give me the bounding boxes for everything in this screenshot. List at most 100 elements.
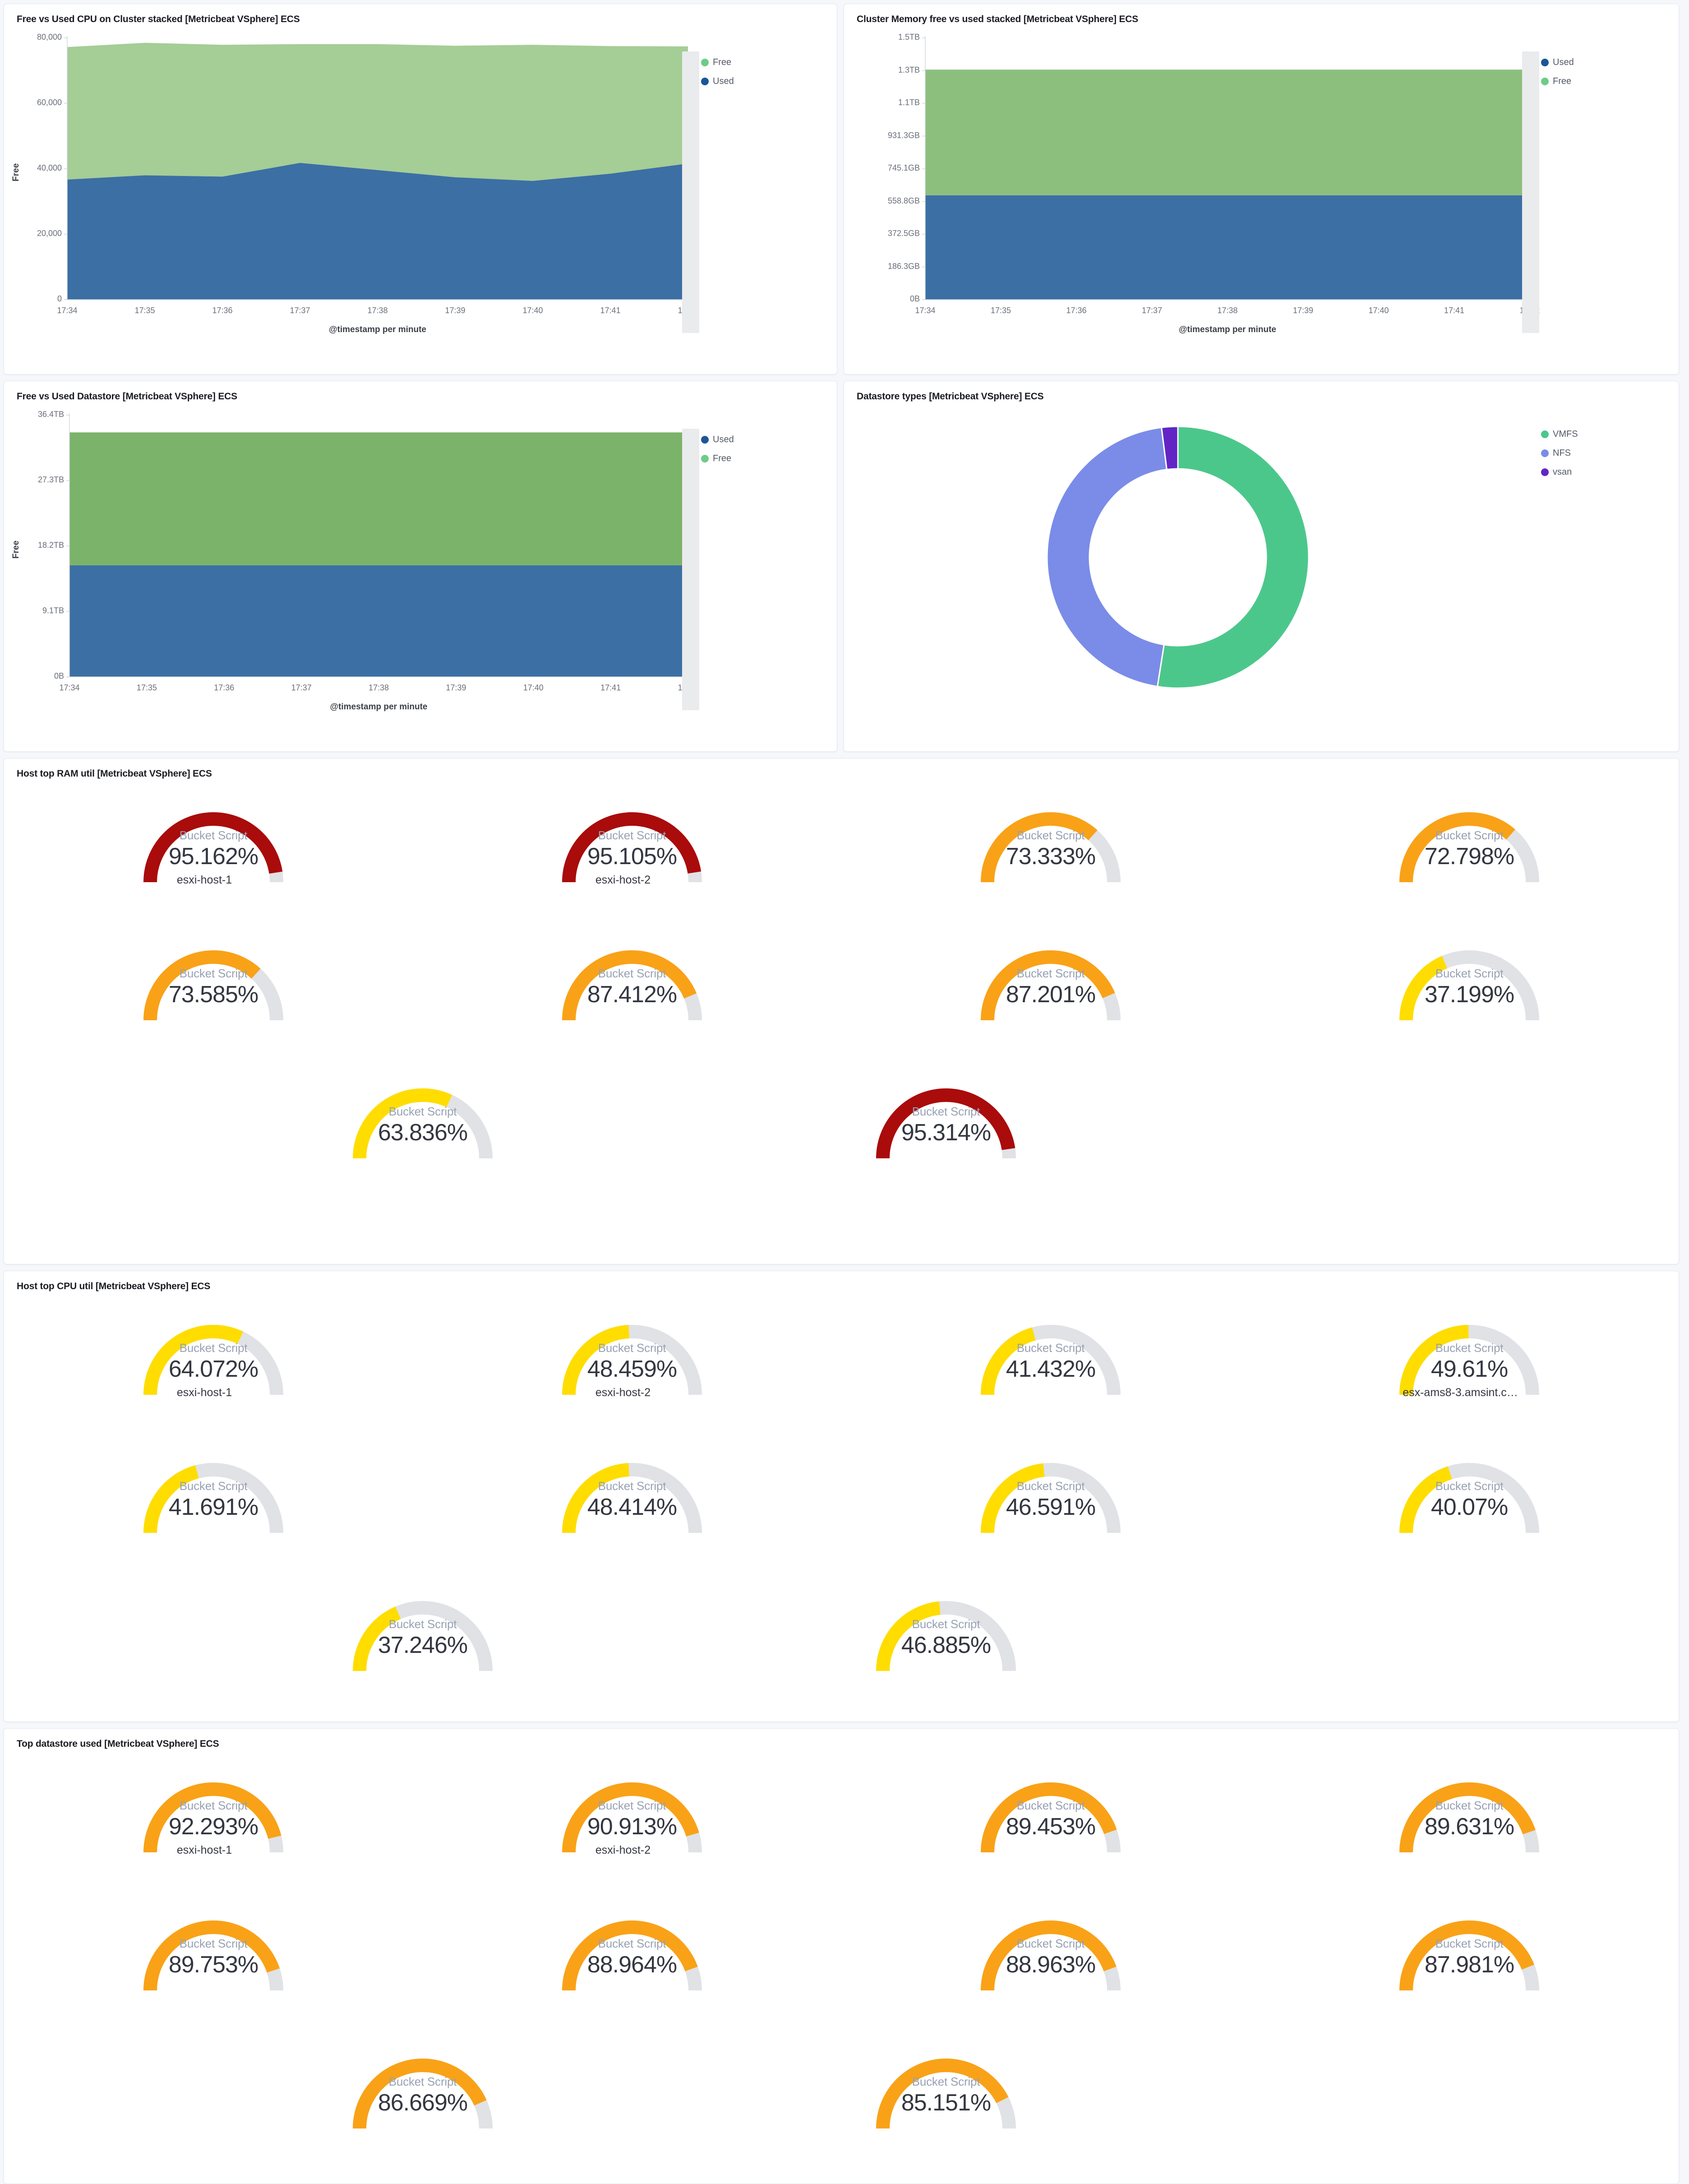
gauge-arc[interactable]: Bucket Script 40.07% xyxy=(1386,1440,1553,1540)
legend-scrollbar[interactable] xyxy=(682,429,699,711)
gauge-cell[interactable]: Bucket Script 87.201% xyxy=(841,928,1260,1066)
y-axis-title: Free xyxy=(11,163,21,182)
legend-item-used[interactable]: Used xyxy=(1541,58,1574,67)
panel-datastore-types[interactable]: Datastore types [Metricbeat VSphere] ECS… xyxy=(844,381,1679,752)
gauge-cell[interactable]: Bucket Script 48.459% esxi-host-2 xyxy=(423,1302,841,1440)
gauge-cell[interactable]: Bucket Script 89.753% xyxy=(4,1898,423,2036)
x-axis-tick-label: 17:39 xyxy=(445,306,466,315)
gauge-cell[interactable]: Bucket Script 85.151% xyxy=(632,2036,1260,2174)
panel-cluster-memory[interactable]: Cluster Memory free vs used stacked [Met… xyxy=(844,4,1679,375)
gauge-cell[interactable]: Bucket Script 48.414% xyxy=(423,1440,841,1578)
gauge-arc[interactable]: Bucket Script 87.412% xyxy=(549,928,715,1027)
gauge-cell[interactable]: Bucket Script 89.631% xyxy=(1260,1760,1679,1898)
gauge-arc[interactable]: Bucket Script 88.964% xyxy=(549,1898,715,1997)
area-chart-datastore[interactable]: 0B 9.1TB 18.2TB 27.3TB 36.4TB 17:34 17:35 17:36… xyxy=(4,402,837,726)
gauge-arc[interactable]: Bucket Script 48.459% esxi-host-2 xyxy=(549,1302,715,1402)
y-axis-tick-label: 186.3GB xyxy=(887,261,920,271)
chart-legend: Used Free xyxy=(1541,58,1574,86)
legend-item-vsan[interactable]: vsan xyxy=(1541,467,1578,477)
panel-top-datastore-used[interactable]: Top datastore used [Metricbeat VSphere] … xyxy=(4,1728,1679,2184)
gauge-arc[interactable]: Bucket Script 95.314% xyxy=(863,1066,1029,1165)
gauge-cell[interactable]: Bucket Script 49.61% esx-ams8-3.amsint.c… xyxy=(1260,1302,1679,1440)
legend-item-free[interactable]: Free xyxy=(1541,77,1574,86)
gauge-arc[interactable]: Bucket Script 41.432% xyxy=(967,1302,1134,1402)
legend-scrollbar[interactable] xyxy=(1522,51,1539,333)
legend-item-free[interactable]: Free xyxy=(701,454,734,463)
gauge-cell[interactable]: Bucket Script 86.669% xyxy=(213,2036,632,2174)
gauge-cell[interactable]: Bucket Script 46.591% xyxy=(841,1440,1260,1578)
gauge-cell[interactable]: Bucket Script 90.913% esxi-host-2 xyxy=(423,1760,841,1898)
panel-host-top-cpu-util[interactable]: Host top CPU util [Metricbeat VSphere] E… xyxy=(4,1271,1679,1722)
gauge-cell[interactable]: Bucket Script 64.072% esxi-host-1 xyxy=(4,1302,423,1440)
y-axis-tick-label: 60,000 xyxy=(37,98,62,107)
gauge-cell[interactable]: Bucket Script 95.162% esxi-host-1 xyxy=(4,790,423,928)
x-axis-tick-label: 17:37 xyxy=(1141,306,1163,315)
gauge-cell[interactable]: Bucket Script 72.798% xyxy=(1260,790,1679,928)
area-chart-cpu-cluster[interactable]: 0 20,000 40,000 60,000 80,000 17:34 17:35 17:36… xyxy=(4,24,837,349)
gauge-arc[interactable]: Bucket Script 89.753% xyxy=(130,1898,297,1997)
gauge-cell[interactable]: Bucket Script 41.432% xyxy=(841,1302,1260,1440)
gauge-arc[interactable]: Bucket Script 41.691% xyxy=(130,1440,297,1540)
legend-scrollbar[interactable] xyxy=(682,51,699,333)
gauge-cell[interactable]: Bucket Script 87.981% xyxy=(1260,1898,1679,2036)
legend-item-vmfs[interactable]: VMFS xyxy=(1541,430,1578,439)
gauge-cell[interactable]: Bucket Script 92.293% esxi-host-1 xyxy=(4,1760,423,1898)
gauge-cell[interactable]: Bucket Script 73.585% xyxy=(4,928,423,1066)
panel-host-top-ram-util[interactable]: Host top RAM util [Metricbeat VSphere] E… xyxy=(4,758,1679,1264)
gauge-arc[interactable]: Bucket Script 95.162% esxi-host-1 xyxy=(130,790,297,889)
gauge-arc[interactable]: Bucket Script 46.591% xyxy=(967,1440,1134,1540)
legend-item-nfs[interactable]: NFS xyxy=(1541,449,1578,458)
gauge-arc[interactable]: Bucket Script 37.199% xyxy=(1386,928,1553,1027)
gauge-cell[interactable]: Bucket Script 41.691% xyxy=(4,1440,423,1578)
chart-legend: Used Free xyxy=(701,435,734,463)
gauge-arc[interactable]: Bucket Script 85.151% xyxy=(863,2036,1029,2135)
gauge-arc[interactable]: Bucket Script 64.072% esxi-host-1 xyxy=(130,1302,297,1402)
gauge-cell[interactable]: Bucket Script 46.885% xyxy=(632,1578,1260,1717)
legend-color-dot xyxy=(1541,430,1549,438)
gauge-cell[interactable]: Bucket Script 63.836% xyxy=(213,1066,632,1204)
donut-chart-datastore-types[interactable]: VMFS NFS vsan xyxy=(844,402,1679,726)
gauge-arc[interactable]: Bucket Script 95.105% esxi-host-2 xyxy=(549,790,715,889)
y-axis-tick-label: 80,000 xyxy=(37,32,62,42)
gauge-cell[interactable]: Bucket Script 88.963% xyxy=(841,1898,1260,2036)
area-chart-cluster-memory[interactable]: 0B 186.3GB 372.5GB 558.8GB 745.1GB 931.3GB 1.1… xyxy=(844,24,1679,349)
gauge-arc[interactable]: Bucket Script 37.246% xyxy=(339,1578,506,1678)
gauge-cell[interactable]: Bucket Script 40.07% xyxy=(1260,1440,1679,1578)
legend-item-used[interactable]: Used xyxy=(701,435,734,444)
x-axis-tick-label: 17:34 xyxy=(59,683,80,693)
panel-free-vs-used-datastore[interactable]: Free vs Used Datastore [Metricbeat VSphe… xyxy=(4,381,837,752)
gauge-cell[interactable]: Bucket Script 95.105% esxi-host-2 xyxy=(423,790,841,928)
gauge-arc[interactable]: Bucket Script 46.885% xyxy=(863,1578,1029,1678)
legend-item-used[interactable]: Used xyxy=(701,77,734,86)
gauge-arc[interactable]: Bucket Script 88.963% xyxy=(967,1898,1134,1997)
donut-legend: VMFS NFS vsan xyxy=(1541,430,1578,477)
gauge-arc[interactable]: Bucket Script 92.293% esxi-host-1 xyxy=(130,1760,297,1859)
gauge-cell[interactable]: Bucket Script 88.964% xyxy=(423,1898,841,2036)
gauge-arc[interactable]: Bucket Script 73.333% xyxy=(967,790,1134,889)
gauge-cell[interactable]: Bucket Script 87.412% xyxy=(423,928,841,1066)
x-axis-tick-label: 17:40 xyxy=(522,306,543,315)
gauge-cell[interactable]: Bucket Script 73.333% xyxy=(841,790,1260,928)
gauge-arc[interactable]: Bucket Script 73.585% xyxy=(130,928,297,1027)
gauge-cell[interactable]: Bucket Script 89.453% xyxy=(841,1760,1260,1898)
gauge-arc[interactable]: Bucket Script 89.631% xyxy=(1386,1760,1553,1859)
gauge-arc[interactable]: Bucket Script 87.201% xyxy=(967,928,1134,1027)
gauge-arc[interactable]: Bucket Script 90.913% esxi-host-2 xyxy=(549,1760,715,1859)
gauge-cell[interactable]: Bucket Script 37.199% xyxy=(1260,928,1679,1066)
y-axis-tick-label: 36.4TB xyxy=(37,410,64,419)
gauge-arc[interactable]: Bucket Script 87.981% xyxy=(1386,1898,1553,1997)
legend-color-dot xyxy=(701,58,709,66)
panel-free-vs-used-cpu[interactable]: Free vs Used CPU on Cluster stacked [Met… xyxy=(4,4,837,375)
gauge-arc[interactable]: Bucket Script 72.798% xyxy=(1386,790,1553,889)
legend-item-free[interactable]: Free xyxy=(701,58,734,67)
gauge-arc[interactable]: Bucket Script 49.61% esx-ams8-3.amsint.c… xyxy=(1386,1302,1553,1402)
gauge-row-spacer xyxy=(4,1066,213,1204)
gauge-arc[interactable]: Bucket Script 89.453% xyxy=(967,1760,1134,1859)
gauge-arc[interactable]: Bucket Script 48.414% xyxy=(549,1440,715,1540)
gauge-arc[interactable]: Bucket Script 63.836% xyxy=(339,1066,506,1165)
gauge-arc[interactable]: Bucket Script 86.669% xyxy=(339,2036,506,2135)
gauge-cell[interactable]: Bucket Script 37.246% xyxy=(213,1578,632,1717)
gauge-cell[interactable]: Bucket Script 95.314% xyxy=(632,1066,1260,1204)
x-axis-tick-label: 17:39 xyxy=(446,683,466,693)
